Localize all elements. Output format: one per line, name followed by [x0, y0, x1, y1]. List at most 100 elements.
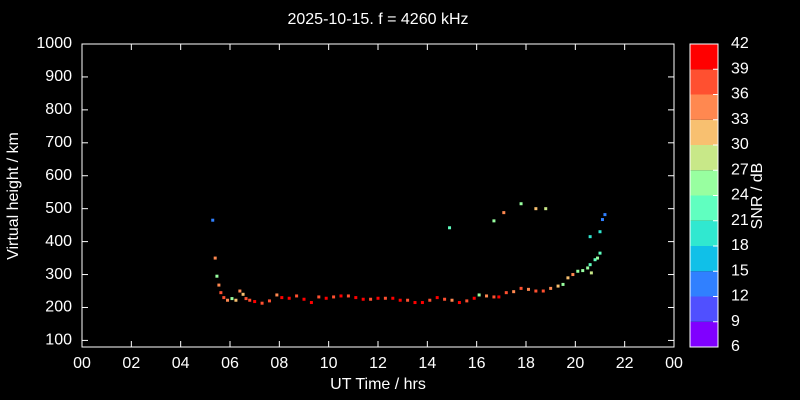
data-point — [267, 299, 271, 303]
y-tick-label: 1000 — [36, 35, 72, 52]
data-point — [477, 293, 481, 297]
colorbar-bin — [690, 220, 718, 246]
data-point — [435, 296, 439, 300]
y-axis-label: Virtual height / km — [5, 132, 22, 260]
colorbar-bin — [690, 246, 718, 272]
data-point — [588, 235, 592, 239]
data-point — [443, 297, 447, 301]
colorbar-bin — [690, 119, 718, 145]
data-point — [280, 296, 284, 300]
data-point — [576, 269, 580, 273]
data-point — [457, 301, 461, 305]
data-point — [287, 296, 291, 300]
colorbar-tick-label: 6 — [731, 338, 740, 355]
data-point — [497, 295, 501, 299]
colorbar-tick-label: 24 — [731, 187, 749, 204]
y-tick-label: 300 — [45, 266, 72, 283]
colorbar-tick-label: 30 — [731, 136, 749, 153]
chart-title: 2025-10-15. f = 4260 kHz — [287, 11, 468, 28]
y-tick-label: 500 — [45, 200, 72, 217]
data-point — [275, 293, 279, 297]
data-point — [502, 211, 506, 215]
y-tick-label: 900 — [45, 68, 72, 85]
data-point — [241, 292, 245, 296]
data-point — [600, 218, 604, 222]
data-point — [566, 276, 570, 280]
data-point — [230, 297, 234, 301]
y-tick-label: 700 — [45, 134, 72, 151]
data-point — [593, 258, 597, 262]
colorbar-tick-label: 27 — [731, 161, 749, 178]
data-point — [222, 296, 226, 300]
data-point — [598, 230, 602, 234]
data-point — [219, 291, 223, 295]
colorbar-tick-label: 42 — [731, 35, 749, 52]
data-point — [472, 296, 476, 300]
data-point — [244, 297, 248, 301]
x-tick-label: 14 — [418, 355, 436, 372]
data-point — [406, 298, 410, 302]
colorbar-tick-label: 12 — [731, 288, 749, 305]
colorbar-tick-label: 15 — [731, 262, 749, 279]
y-tick-label: 400 — [45, 233, 72, 250]
data-point — [541, 289, 545, 293]
colorbar-tick-label: 21 — [731, 212, 749, 229]
data-point — [534, 207, 538, 211]
data-point — [295, 294, 299, 298]
data-point — [504, 291, 508, 295]
data-point — [512, 290, 516, 294]
data-point — [217, 283, 221, 287]
data-point — [586, 266, 590, 270]
data-point — [428, 298, 432, 302]
data-point — [213, 256, 217, 260]
x-tick-label: 00 — [73, 355, 91, 372]
data-point — [519, 202, 523, 206]
data-point — [492, 295, 496, 299]
data-point — [549, 286, 553, 290]
data-point — [589, 271, 593, 275]
data-point — [492, 219, 496, 223]
colorbar-tick-label: 36 — [731, 86, 749, 103]
x-tick-label: 04 — [172, 355, 190, 372]
x-tick-label: 16 — [468, 355, 486, 372]
data-point — [391, 296, 395, 300]
data-point — [450, 298, 454, 302]
data-point — [309, 301, 313, 305]
data-point — [317, 295, 321, 299]
colorbar-tick-label: 33 — [731, 111, 749, 128]
colorbar-tick-label: 18 — [731, 237, 749, 254]
x-tick-label: 06 — [221, 355, 239, 372]
data-point — [238, 289, 242, 293]
data-point — [248, 298, 252, 302]
colorbar-bin — [690, 321, 718, 347]
data-point — [519, 286, 523, 290]
data-point — [211, 218, 215, 222]
x-tick-label: 00 — [665, 355, 683, 372]
data-point — [302, 297, 306, 301]
colorbar-bin — [690, 69, 718, 95]
colorbar-tick-label: 39 — [731, 60, 749, 77]
y-tick-label: 800 — [45, 101, 72, 118]
data-point — [485, 294, 489, 298]
data-point — [413, 301, 417, 305]
x-axis-label: UT Time / hrs — [330, 376, 426, 393]
data-point — [465, 299, 469, 303]
x-tick-label: 20 — [566, 355, 584, 372]
data-point — [561, 282, 565, 286]
data-point — [588, 263, 592, 267]
data-point — [215, 274, 219, 278]
colorbar-bin — [690, 195, 718, 221]
colorbar-bin — [690, 170, 718, 196]
data-point — [324, 296, 328, 300]
colorbar-tick-label: 9 — [731, 313, 740, 330]
colorbar-bin — [690, 296, 718, 322]
data-point — [571, 273, 575, 277]
x-tick-label: 02 — [122, 355, 140, 372]
data-point — [544, 207, 548, 211]
y-tick-label: 100 — [45, 332, 72, 349]
data-point — [354, 296, 358, 300]
x-tick-label: 10 — [320, 355, 338, 372]
data-point — [361, 297, 365, 301]
data-point — [332, 295, 336, 299]
